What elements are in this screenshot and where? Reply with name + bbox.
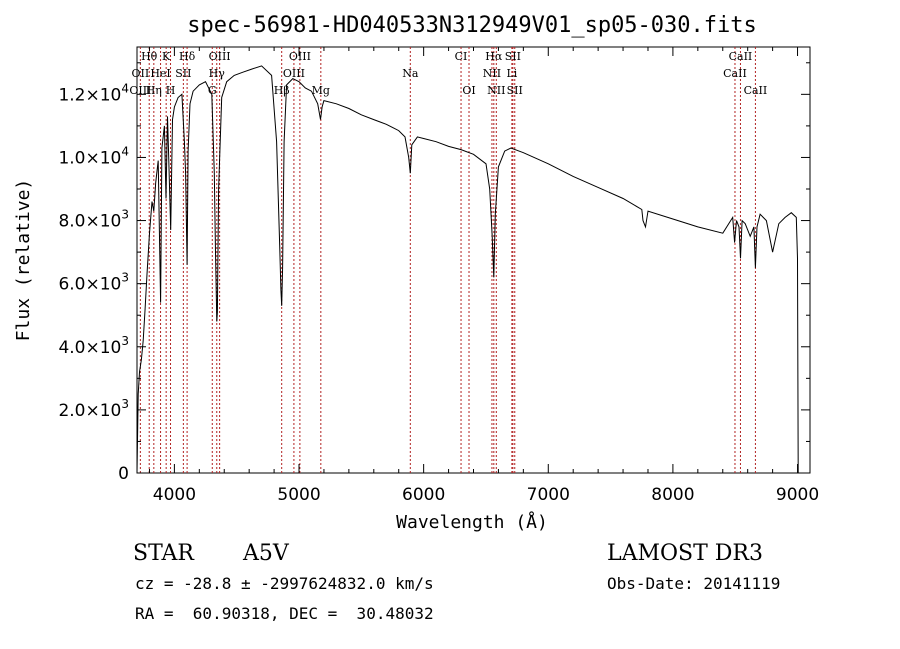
y-tick-label: 8.0×103	[58, 208, 129, 232]
x-tick-label: 9000	[776, 485, 819, 505]
marker-label: Na	[402, 67, 419, 80]
y-tick-label: 6.0×103	[58, 271, 129, 295]
marker-label: G	[208, 84, 217, 97]
marker-label: SII	[507, 84, 523, 97]
spectrum-line	[136, 65, 799, 474]
x-tick-label: 4000	[153, 485, 196, 505]
marker-label: CaII	[723, 67, 747, 80]
y-axis: 0 2.0×103 4.0×103 6.0×103 8.0×103 1.0×104 1.2×…	[58, 62, 810, 484]
marker-label: SII	[175, 67, 191, 80]
marker-label: OIII	[289, 50, 311, 63]
y-tick-label: 1.2×104	[58, 81, 129, 105]
marker-label: Hβ	[274, 84, 290, 97]
x-axis-label: Wavelength (Å)	[396, 511, 548, 533]
marker-label: NII	[483, 67, 501, 80]
marker-label: OI	[462, 84, 475, 97]
y-tick-label: 1.0×104	[58, 144, 129, 168]
object-type: STAR	[133, 541, 195, 566]
marker-label: Hθ	[141, 50, 158, 63]
survey-name: LAMOST DR3	[607, 541, 763, 566]
marker-label: Hδ	[179, 50, 196, 63]
marker-label: Hγ	[209, 67, 226, 80]
redshift-text: cz = -28.8 ± -2997624832.0 km/s	[135, 574, 434, 593]
marker-label: OIII	[129, 84, 151, 97]
obs-date: Obs-Date: 20141119	[607, 574, 780, 593]
marker-label: Hα	[485, 50, 503, 63]
y-tick-label: 0	[118, 464, 129, 484]
marker-label: CaII	[729, 50, 753, 63]
coordinates: RA = 60.90318, DEC = 30.48032	[135, 604, 434, 623]
x-tick-label: 8000	[651, 485, 694, 505]
marker-label: Mg	[312, 84, 330, 97]
marker-label: NII	[487, 84, 505, 97]
marker-label: SII	[505, 50, 521, 63]
marker-label: OIII	[283, 67, 305, 80]
y-tick-label: 2.0×103	[58, 397, 129, 421]
marker-label: Li	[506, 67, 517, 80]
x-tick-label: 5000	[277, 485, 320, 505]
x-axis: 4000 5000 6000 7000 8000 9000	[148, 47, 819, 505]
y-tick-label: 4.0×103	[58, 334, 129, 358]
y-axis-label: Flux (relative)	[13, 179, 34, 342]
x-tick-label: 6000	[402, 485, 445, 505]
marker-label: Hη	[146, 84, 162, 97]
marker-label: H	[166, 84, 176, 97]
chart-title: spec-56981-HD040533N312949V01_sp05-030.f…	[187, 13, 757, 38]
marker-label: HeI	[150, 67, 170, 80]
plot-frame	[136, 46, 811, 474]
marker-label: K	[162, 50, 171, 63]
line-marker-lines	[139, 47, 756, 473]
spectral-class: A5V	[242, 541, 290, 566]
marker-label: CI	[455, 50, 468, 63]
marker-label: CaII	[744, 84, 768, 97]
marker-label: OIII	[209, 50, 231, 63]
x-tick-label: 7000	[527, 485, 570, 505]
marker-label: OII	[132, 67, 150, 80]
